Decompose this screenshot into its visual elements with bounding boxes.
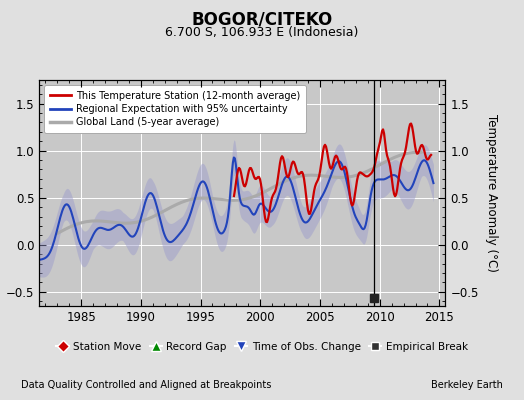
Legend: This Temperature Station (12-month average), Regional Expectation with 95% uncer: This Temperature Station (12-month avera… <box>44 85 307 133</box>
Y-axis label: Temperature Anomaly (°C): Temperature Anomaly (°C) <box>485 114 498 272</box>
Text: Data Quality Controlled and Aligned at Breakpoints: Data Quality Controlled and Aligned at B… <box>21 380 271 390</box>
Text: 6.700 S, 106.933 E (Indonesia): 6.700 S, 106.933 E (Indonesia) <box>165 26 359 39</box>
Legend: Station Move, Record Gap, Time of Obs. Change, Empirical Break: Station Move, Record Gap, Time of Obs. C… <box>53 339 471 355</box>
Text: Berkeley Earth: Berkeley Earth <box>431 380 503 390</box>
Text: BOGOR/CITEKO: BOGOR/CITEKO <box>191 10 333 28</box>
